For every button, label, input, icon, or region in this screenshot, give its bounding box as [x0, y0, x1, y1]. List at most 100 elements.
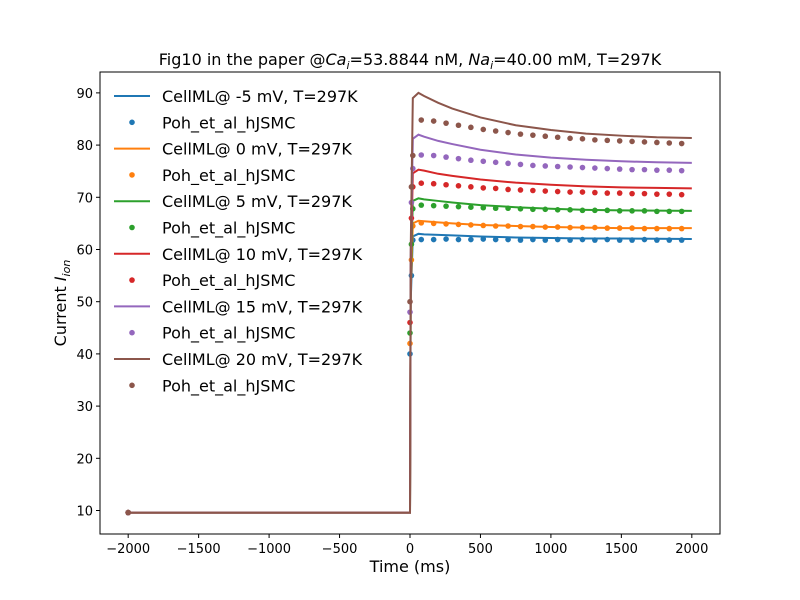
data-point — [443, 236, 449, 242]
series-line — [128, 91, 692, 514]
y-tick-label: 30 — [76, 400, 93, 415]
data-point — [430, 236, 437, 243]
legend-entry: CellML@ 0 mV, T=297K — [114, 140, 352, 159]
data-point — [530, 162, 536, 169]
data-point — [592, 137, 598, 143]
legend-label: CellML@ -5 mV, T=297K — [162, 87, 358, 106]
x-tick-label: 1500 — [605, 542, 638, 557]
data-point — [505, 160, 511, 167]
data-point — [616, 237, 623, 243]
data-point — [629, 237, 635, 243]
data-point — [616, 190, 623, 196]
legend-entry: Poh_et_al_hJSMC — [129, 376, 295, 396]
data-point — [629, 225, 635, 231]
data-point — [678, 140, 685, 147]
data-point — [654, 237, 660, 243]
data-point — [443, 120, 449, 126]
data-point — [654, 167, 660, 173]
data-point — [567, 135, 573, 142]
data-point — [678, 237, 685, 243]
data-point — [430, 220, 437, 227]
data-point — [666, 191, 673, 197]
y-axis-label: Current Iion — [51, 260, 73, 347]
x-tick-label: 2000 — [675, 542, 708, 557]
data-point — [592, 207, 598, 214]
data-point — [443, 154, 449, 160]
data-point — [468, 236, 474, 243]
x-tick-label: −500 — [322, 542, 358, 557]
data-point — [418, 152, 425, 158]
legend-entry: CellML@ 10 mV, T=297K — [114, 245, 363, 264]
data-point — [492, 185, 499, 192]
x-axis-label: Time (ms) — [369, 557, 451, 576]
x-axis: −2000 −1500 −1000 −500 0 500 1000 1500 2000 — [106, 534, 708, 557]
data-point — [554, 224, 561, 230]
x-tick-label: 1000 — [534, 542, 567, 557]
data-point — [480, 158, 487, 165]
data-point — [505, 205, 511, 212]
data-point — [480, 126, 487, 133]
data-point — [418, 117, 425, 123]
data-point — [629, 208, 635, 214]
legend-entry: Poh_et_al_hJSMC — [129, 219, 295, 239]
legend-label: Poh_et_al_hJSMC — [162, 324, 295, 344]
data-point — [480, 204, 487, 211]
data-point — [542, 224, 549, 230]
y-tick-label: 50 — [76, 296, 93, 311]
data-point — [554, 188, 561, 195]
data-point — [430, 118, 437, 124]
legend-entry: CellML@ 15 mV, T=297K — [114, 297, 363, 316]
series-10 — [128, 91, 692, 514]
data-point — [641, 190, 648, 197]
data-point — [641, 208, 648, 214]
data-point — [616, 208, 623, 214]
data-point — [629, 190, 635, 197]
legend-label: CellML@ 5 mV, T=297K — [162, 192, 352, 211]
y-tick-label: 70 — [76, 191, 93, 206]
data-point — [418, 180, 425, 186]
data-point — [579, 207, 586, 214]
data-point — [517, 205, 524, 212]
y-tick-label: 60 — [76, 243, 93, 258]
series-9 — [125, 152, 685, 516]
x-tick-label: −1000 — [247, 542, 291, 557]
data-point — [430, 180, 437, 187]
data-point — [629, 166, 635, 173]
data-point — [567, 189, 573, 195]
data-point — [654, 139, 660, 146]
data-point — [468, 124, 474, 131]
chart-title: Fig10 in the paper @Cai=53.8844 nM, Nai=… — [159, 50, 662, 72]
data-point — [579, 236, 586, 243]
data-point — [554, 163, 561, 170]
data-point — [505, 129, 511, 136]
data-point — [418, 202, 425, 208]
legend-entry: Poh_et_al_hJSMC — [129, 113, 295, 133]
legend-dot-marker — [129, 277, 135, 283]
data-point — [604, 190, 611, 196]
series-7 — [125, 180, 685, 516]
data-point — [505, 186, 511, 193]
data-point — [125, 509, 131, 516]
legend-entry: Poh_et_al_hJSMC — [129, 324, 295, 344]
series-11 — [125, 117, 685, 516]
data-point — [567, 237, 573, 243]
legend-label: CellML@ 0 mV, T=297K — [162, 140, 352, 159]
legend-entry: CellML@ 5 mV, T=297K — [114, 192, 352, 211]
data-point — [666, 167, 673, 173]
data-point — [678, 208, 685, 215]
x-tick-label: −1500 — [177, 542, 221, 557]
data-point — [592, 224, 598, 231]
data-point — [455, 183, 462, 189]
data-point — [554, 236, 561, 243]
data-point — [480, 185, 487, 191]
data-point — [567, 207, 573, 213]
data-point — [492, 236, 499, 243]
data-point — [604, 207, 611, 214]
data-point — [554, 134, 561, 141]
data-point — [492, 159, 499, 166]
data-point — [579, 164, 586, 171]
data-point — [455, 122, 462, 129]
data-point — [666, 140, 673, 146]
data-point — [604, 165, 611, 172]
